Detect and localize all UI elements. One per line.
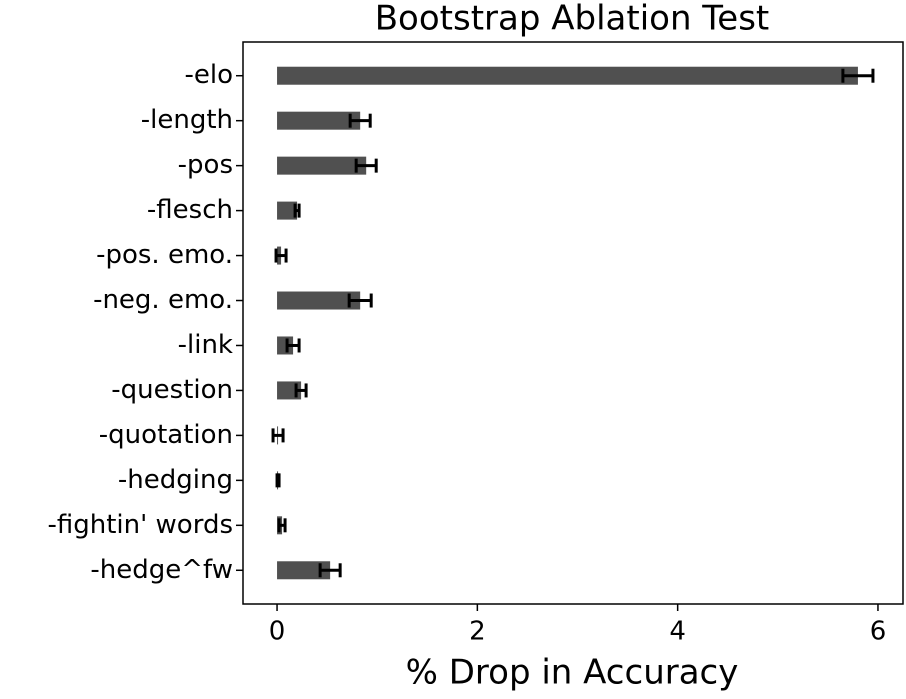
y-tick-label: -length bbox=[141, 105, 233, 135]
error-bar bbox=[318, 563, 342, 578]
bar bbox=[277, 66, 858, 85]
bar bbox=[277, 291, 361, 310]
x-tick-label: 0 bbox=[269, 617, 286, 647]
error-bar bbox=[274, 248, 288, 263]
y-tick-label: -fightin' words bbox=[47, 510, 233, 540]
bar bbox=[277, 561, 331, 580]
y-tick-label: -flesch bbox=[147, 195, 233, 225]
error-bar bbox=[354, 158, 378, 173]
y-tick-label: -elo bbox=[184, 60, 233, 90]
error-bar bbox=[275, 473, 281, 488]
y-tick-label: -hedging bbox=[118, 465, 233, 495]
error-bar bbox=[285, 338, 301, 353]
error-bar bbox=[294, 383, 308, 398]
y-tick-label: -hedge^fw bbox=[90, 555, 233, 585]
bar bbox=[277, 156, 367, 175]
y-tick-label: -link bbox=[178, 330, 233, 360]
error-bar bbox=[348, 113, 372, 128]
y-tick-label: -pos bbox=[178, 150, 233, 180]
y-tick-label: -question bbox=[111, 375, 233, 405]
error-bar bbox=[347, 293, 373, 308]
error-bar bbox=[277, 518, 287, 533]
x-tick-label: 6 bbox=[870, 617, 887, 647]
bar bbox=[277, 336, 294, 355]
bar bbox=[277, 201, 298, 220]
x-axis-label: % Drop in Accuracy bbox=[406, 653, 739, 693]
chart-title: Bootstrap Ablation Test bbox=[375, 0, 770, 39]
y-tick-label: -neg. emo. bbox=[93, 285, 233, 315]
x-tick-label: 2 bbox=[469, 617, 486, 647]
bar bbox=[277, 111, 361, 130]
error-bar bbox=[293, 203, 301, 218]
x-tick-label: 4 bbox=[669, 617, 686, 647]
y-tick-label: -pos. emo. bbox=[96, 240, 233, 270]
y-tick-label: -quotation bbox=[99, 420, 233, 450]
error-bar bbox=[841, 68, 875, 83]
error-bar bbox=[271, 428, 285, 443]
plot-frame bbox=[242, 41, 904, 605]
